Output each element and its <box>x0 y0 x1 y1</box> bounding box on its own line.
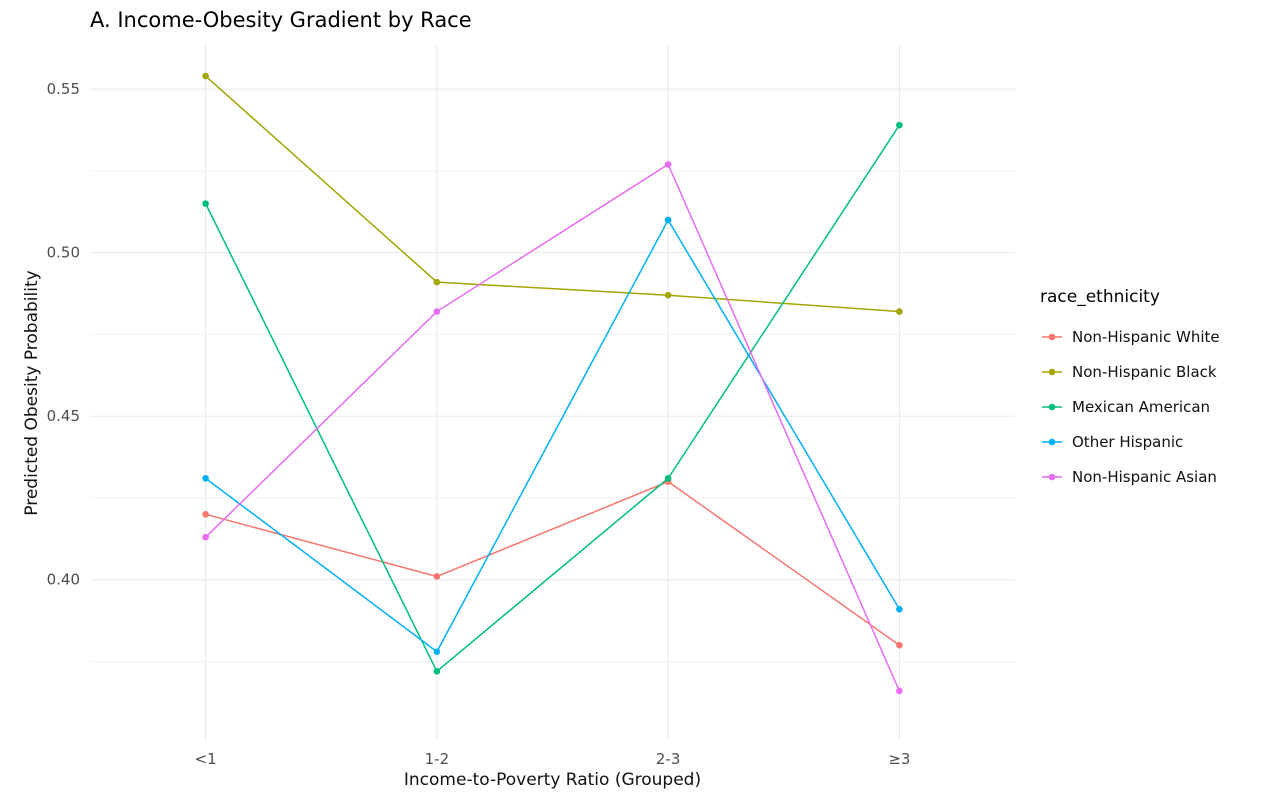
x-axis-title: Income-to-Poverty Ratio (Grouped) <box>403 770 702 790</box>
data-point <box>202 72 209 80</box>
y-tick-label: 0.40 <box>47 571 80 589</box>
data-point <box>896 308 903 315</box>
data-point <box>202 200 209 207</box>
legend-key-icon <box>1040 364 1064 380</box>
series-line <box>205 163 901 692</box>
legend-label: Other Hispanic <box>1072 433 1184 451</box>
legend-items: Non-Hispanic White Non-Hispanic Black Mexi… <box>1040 325 1280 489</box>
data-point <box>664 161 672 168</box>
legend-key-icon <box>1040 399 1064 415</box>
data-point <box>664 475 672 482</box>
data-point <box>896 687 903 695</box>
legend-label: Mexican American <box>1072 398 1211 416</box>
data-point <box>664 216 672 224</box>
legend-item: Other Hispanic <box>1040 430 1280 454</box>
data-point <box>433 648 441 655</box>
legend-item: Non-Hispanic White <box>1040 325 1280 349</box>
data-point <box>433 278 441 286</box>
series-line <box>205 480 900 646</box>
data-point <box>896 641 903 649</box>
series-line <box>205 218 901 653</box>
data-point <box>433 668 441 675</box>
data-point <box>433 308 441 315</box>
legend-key-icon <box>1040 469 1064 485</box>
legend: race_ethnicity Non-Hispanic White Non-His… <box>1040 287 1280 500</box>
series-line <box>204 124 901 673</box>
legend-label: Non-Hispanic Black <box>1072 363 1217 381</box>
data-point <box>896 121 903 129</box>
legend-label: Non-Hispanic Asian <box>1072 468 1217 486</box>
legend-item: Non-Hispanic Asian <box>1040 465 1280 489</box>
data-point <box>896 605 903 613</box>
legend-title: race_ethnicity <box>1040 287 1160 307</box>
x-tick-label: 1-2 <box>425 750 450 768</box>
y-tick-label: 0.45 <box>47 407 80 425</box>
legend-key-icon <box>1040 329 1064 345</box>
legend-key-icon <box>1040 434 1064 450</box>
y-tick-label: 0.50 <box>47 244 80 262</box>
plot-title: A. Income-Obesity Gradient by Race <box>90 8 472 32</box>
x-tick-label: 2-3 <box>656 750 681 768</box>
x-tick-label: ≥3 <box>888 750 910 768</box>
data-point <box>202 511 209 518</box>
series-line <box>205 75 900 313</box>
legend-item: Mexican American <box>1040 395 1280 419</box>
x-tick-label: <1 <box>195 750 217 768</box>
data-point <box>202 533 209 541</box>
data-point <box>664 291 672 299</box>
legend-item: Non-Hispanic Black <box>1040 360 1280 384</box>
y-tick-label: 0.55 <box>47 80 80 98</box>
legend-label: Non-Hispanic White <box>1072 328 1220 346</box>
data-point <box>433 573 441 580</box>
data-point <box>202 475 209 482</box>
